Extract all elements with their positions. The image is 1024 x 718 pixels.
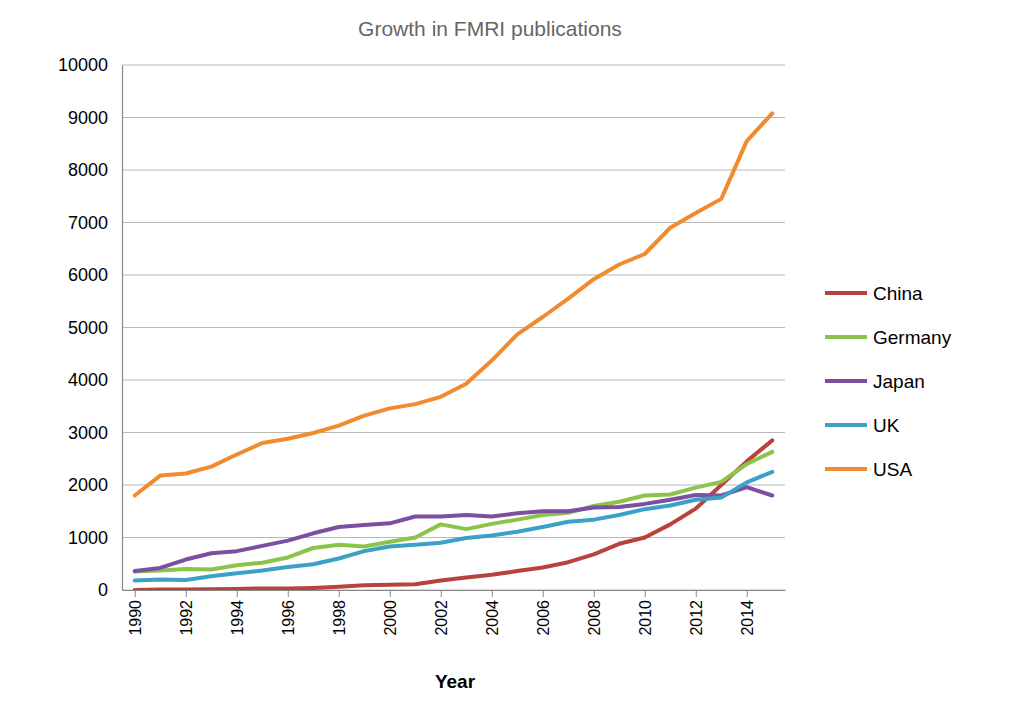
grid-line	[122, 484, 785, 485]
legend-swatch	[825, 467, 867, 471]
y-tick: 3000	[68, 423, 122, 443]
x-tick-label: 2002	[433, 600, 450, 636]
y-axis: 0 1000 2000 3000 4000 5000 6000 7000 8000 9000 100…	[58, 55, 123, 600]
x-tick: 2006	[535, 590, 552, 636]
x-tick-mark	[135, 590, 136, 597]
x-tick-mark	[441, 590, 442, 597]
chart-title: Growth in FMRI publications	[358, 17, 622, 40]
y-tick-label: 5000	[68, 318, 108, 338]
y-tick: 5000	[68, 318, 122, 338]
x-tick: 2002	[433, 590, 450, 636]
legend-label: USA	[873, 459, 912, 480]
series-line	[135, 440, 773, 590]
x-tick: 2008	[586, 590, 603, 636]
x-tick: 1990	[127, 590, 144, 636]
grid-line	[122, 117, 785, 118]
y-axis-line	[122, 66, 123, 591]
legend-swatch	[825, 291, 867, 295]
x-tick-mark	[645, 590, 646, 597]
grid-line	[122, 222, 785, 223]
legend-label: Germany	[873, 327, 952, 348]
y-tick: 9000	[68, 108, 122, 128]
x-tick-mark	[339, 590, 340, 597]
y-tick: 2000	[68, 475, 122, 495]
y-tick-label: 7000	[68, 213, 108, 233]
y-tick-label: 10000	[58, 55, 108, 75]
x-tick: 1992	[178, 590, 195, 636]
x-tick: 2004	[484, 590, 501, 636]
x-tick-label: 2010	[637, 600, 654, 636]
x-axis-line	[123, 590, 786, 591]
grid-line	[122, 379, 785, 380]
y-tick-label: 2000	[68, 475, 108, 495]
x-tick-label: 1996	[280, 600, 297, 636]
legend-swatch	[825, 423, 867, 427]
y-tick-label: 0	[98, 580, 108, 600]
x-tick-mark	[237, 590, 238, 597]
x-axis: 1990 1992 1994 1996 1998 2000 2002 2004 2006 2008…	[123, 590, 786, 636]
x-tick-label: 1990	[127, 600, 144, 636]
x-tick-label: 1994	[229, 600, 246, 636]
x-tick: 1998	[331, 590, 348, 636]
x-tick: 1996	[280, 590, 297, 636]
x-tick-mark	[390, 590, 391, 597]
grid-line	[122, 327, 785, 328]
y-tick: 0	[98, 580, 122, 600]
legend-label: UK	[873, 415, 900, 436]
x-tick-label: 2012	[688, 600, 705, 636]
y-tick-label: 3000	[68, 423, 108, 443]
series-line	[135, 472, 773, 581]
x-tick: 2010	[637, 590, 654, 636]
series-line	[135, 113, 773, 495]
y-tick-label: 1000	[68, 528, 108, 548]
y-tick-label: 4000	[68, 370, 108, 390]
chart: Growth in FMRI publications 0 1000 2000 3000…	[0, 0, 1024, 718]
series-line	[135, 452, 773, 572]
y-tick: 7000	[68, 213, 122, 233]
x-tick-label: 2008	[586, 600, 603, 636]
y-tick-label: 6000	[68, 265, 108, 285]
x-tick: 2014	[739, 590, 756, 636]
grid-line	[122, 274, 785, 275]
x-tick-label: 2006	[535, 600, 552, 636]
y-tick: 1000	[68, 528, 122, 548]
x-tick: 2000	[382, 590, 399, 636]
lines	[135, 113, 773, 590]
legend-label: China	[873, 283, 923, 304]
x-tick-mark	[186, 590, 187, 597]
x-tick-mark	[696, 590, 697, 597]
grid-line	[122, 432, 785, 433]
legend-label: Japan	[873, 371, 925, 392]
y-tick: 8000	[68, 160, 122, 180]
x-tick-label: 1992	[178, 600, 195, 636]
grid-line	[122, 537, 785, 538]
x-tick-label: 1998	[331, 600, 348, 636]
x-tick: 1994	[229, 590, 246, 636]
y-tick: 4000	[68, 370, 122, 390]
y-tick-label: 9000	[68, 108, 108, 128]
legend: China Germany Japan UK USA	[825, 283, 952, 480]
grid-line	[122, 64, 785, 65]
y-tick-label: 8000	[68, 160, 108, 180]
x-tick-mark	[594, 590, 595, 597]
x-tick-mark	[543, 590, 544, 597]
legend-swatch	[825, 379, 867, 383]
x-tick-label: 2004	[484, 600, 501, 636]
x-tick-label: 2000	[382, 600, 399, 636]
series-line	[135, 487, 773, 571]
grid-line	[122, 169, 785, 170]
y-tick: 10000	[58, 55, 122, 75]
y-tick: 6000	[68, 265, 122, 285]
x-tick-mark	[747, 590, 748, 597]
x-tick-mark	[288, 590, 289, 597]
x-axis-title: Year	[435, 671, 476, 692]
x-tick-label: 2014	[739, 600, 756, 636]
legend-swatch	[825, 335, 867, 339]
grid	[122, 65, 785, 590]
x-tick: 2012	[688, 590, 705, 636]
x-tick-mark	[492, 590, 493, 597]
